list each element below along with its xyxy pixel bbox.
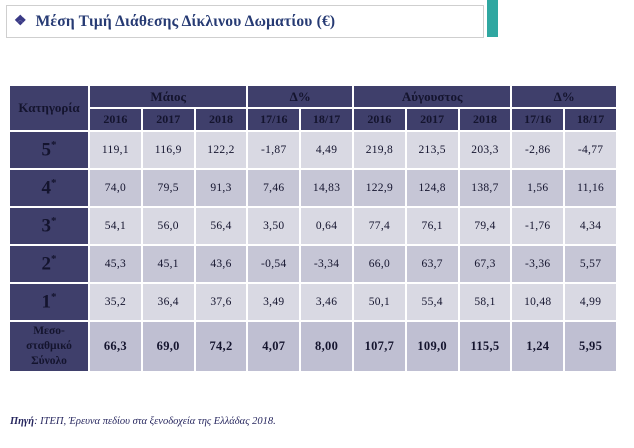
table-cell: 77,4 (351, 206, 407, 246)
table-cell: 7,46 (246, 168, 302, 208)
table-row: 3* 54,1 56,0 56,4 3,50 0,64 77,4 76,1 79,4 -1,76 4… (8, 206, 618, 246)
table-cell: -3,34 (299, 244, 354, 284)
table-cell: -4,77 (563, 130, 618, 170)
table-cell: 36,4 (140, 282, 196, 322)
table-cell: 74,2 (193, 320, 249, 373)
table-cell: 56,4 (193, 206, 249, 246)
table-cell: 124,8 (404, 168, 460, 208)
row-label: 5* (8, 130, 90, 170)
diamond-bullet-icon: ❖ (14, 13, 27, 29)
table-cell: 69,0 (140, 320, 196, 373)
row-label: 2* (8, 244, 90, 284)
table-cell: 54,1 (88, 206, 143, 246)
title-box: ❖ Μέση Τιμή Διάθεσης Δίκλινου Δωματίου (… (6, 5, 484, 38)
table-cell: 203,3 (457, 130, 513, 170)
sub-header: 18/17 (299, 107, 354, 132)
table-cell: 3,50 (246, 206, 302, 246)
table-cell: 4,49 (299, 130, 354, 170)
source-label: Πηγή (10, 416, 35, 427)
table-cell: 10,48 (510, 282, 566, 322)
row-label: Μεσο-σταθμικό Σύνολο (8, 320, 90, 373)
table-cell: 8,00 (299, 320, 354, 373)
table-cell: 45,1 (140, 244, 196, 284)
sub-header: 17/16 (246, 107, 302, 132)
source-note: Πηγή: ΙΤΕΠ, Έρευνα πεδίου στα ξενοδοχεία… (10, 416, 276, 427)
table-cell: 79,4 (457, 206, 513, 246)
table-cell: 122,2 (193, 130, 249, 170)
sub-header: 2017 (404, 107, 460, 132)
table-cell: 5,95 (563, 320, 618, 373)
table-cell: 3,49 (246, 282, 302, 322)
table-cell: 79,5 (140, 168, 196, 208)
table-cell: 37,6 (193, 282, 249, 322)
table-cell: 55,4 (404, 282, 460, 322)
price-table: Κατηγορία Μάιος Δ% Αύγουστος Δ% 2016 2017 2018 1… (8, 84, 618, 373)
table-cell: 14,83 (299, 168, 354, 208)
table-cell: 119,1 (88, 130, 143, 170)
table-cell: 115,5 (457, 320, 513, 373)
table-cell: 56,0 (140, 206, 196, 246)
table-row: 5* 119,1 116,9 122,2 -1,87 4,49 219,8 213,5 203,… (8, 130, 618, 170)
table-cell: 4,34 (563, 206, 618, 246)
table-cell: 43,6 (193, 244, 249, 284)
column-group-header-3: Δ% (510, 84, 618, 109)
sub-header: 2016 (351, 107, 407, 132)
table-cell: 109,0 (404, 320, 460, 373)
table-cell: -2,86 (510, 130, 566, 170)
column-group-header-1: Δ% (246, 84, 354, 109)
table-cell: 91,3 (193, 168, 249, 208)
table-cell: 116,9 (140, 130, 196, 170)
row-label: 1* (8, 282, 90, 322)
table-cell: -0,54 (246, 244, 302, 284)
sub-header: 2017 (140, 107, 196, 132)
row-label: 3* (8, 206, 90, 246)
table-row: Μεσο-σταθμικό Σύνολο 66,3 69,0 74,2 4,07 8,00… (8, 320, 618, 373)
table-cell: 138,7 (457, 168, 513, 208)
table-cell: 67,3 (457, 244, 513, 284)
sub-header: 17/16 (510, 107, 566, 132)
table-cell: 107,7 (351, 320, 407, 373)
table-row: 2* 45,3 45,1 43,6 -0,54 -3,34 66,0 63,7 67,3 -3,3… (8, 244, 618, 284)
table-cell: 45,3 (88, 244, 143, 284)
table-cell: 3,46 (299, 282, 354, 322)
sub-header: 2016 (88, 107, 143, 132)
table-body: 5* 119,1 116,9 122,2 -1,87 4,49 219,8 213,5 203,… (8, 130, 618, 373)
table-cell: 76,1 (404, 206, 460, 246)
table-cell: 11,16 (563, 168, 618, 208)
row-label: 4* (8, 168, 90, 208)
accent-bar (487, 0, 498, 37)
column-group-header-2: Αύγουστος (351, 84, 513, 109)
table-cell: 213,5 (404, 130, 460, 170)
table-row: 4* 74,0 79,5 91,3 7,46 14,83 122,9 124,8 138,7 1,… (8, 168, 618, 208)
table-cell: 66,0 (351, 244, 407, 284)
table-cell: 1,24 (510, 320, 566, 373)
table-cell: 0,64 (299, 206, 354, 246)
sub-header: 2018 (193, 107, 249, 132)
sub-header: 2018 (457, 107, 513, 132)
table-cell: 66,3 (88, 320, 143, 373)
table-cell: 4,07 (246, 320, 302, 373)
table-cell: -1,87 (246, 130, 302, 170)
table-cell: 35,2 (88, 282, 143, 322)
column-group-header-0: Μάιος (87, 84, 249, 109)
table-cell: 4,99 (563, 282, 618, 322)
table-row: 1* 35,2 36,4 37,6 3,49 3,46 50,1 55,4 58,1 10,48 4… (8, 282, 618, 322)
table-cell: 74,0 (88, 168, 143, 208)
sub-header: 18/17 (563, 107, 618, 132)
table-cell: 63,7 (404, 244, 460, 284)
table-cell: 122,9 (351, 168, 407, 208)
table-cell: -1,76 (510, 206, 566, 246)
table-cell: 58,1 (457, 282, 513, 322)
table-cell: 5,57 (563, 244, 618, 284)
category-header: Κατηγορία (8, 84, 90, 132)
table-cell: 50,1 (351, 282, 407, 322)
table-cell: 219,8 (351, 130, 407, 170)
source-text: : ΙΤΕΠ, Έρευνα πεδίου στα ξενοδοχεία της… (34, 416, 276, 427)
table-head: Κατηγορία Μάιος Δ% Αύγουστος Δ% 2016 2017 2018 1… (8, 84, 618, 132)
page-title: Μέση Τιμή Διάθεσης Δίκλινου Δωματίου (€) (35, 12, 336, 30)
table-cell: -3,36 (510, 244, 566, 284)
table-cell: 1,56 (510, 168, 566, 208)
